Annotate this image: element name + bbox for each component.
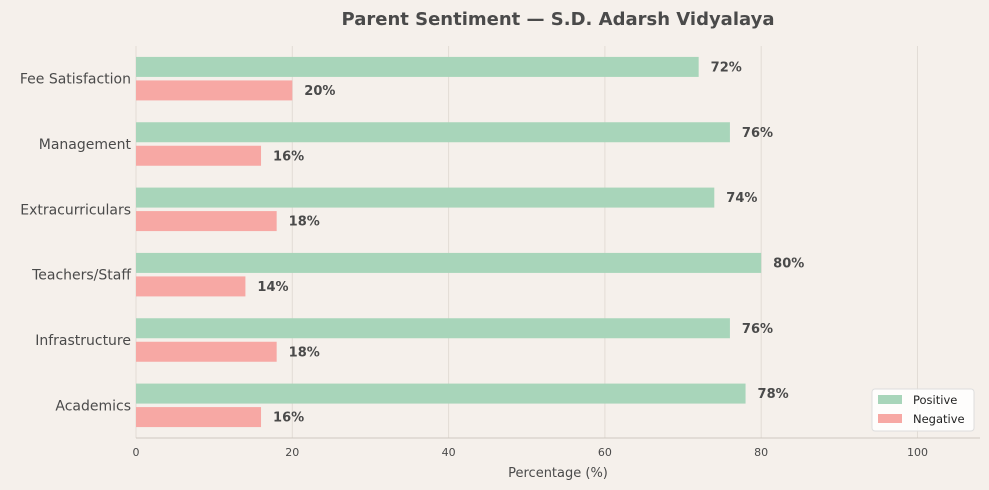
positive-bar bbox=[136, 383, 746, 404]
category-labels: Fee Satisfaction Management Extracurricula… bbox=[20, 72, 132, 415]
negative-legend-label: Negative bbox=[913, 412, 965, 426]
category-label: Management bbox=[39, 137, 132, 153]
x-tick-label: 40 bbox=[442, 446, 456, 459]
negative-bar bbox=[136, 211, 277, 232]
positive-bar bbox=[136, 187, 715, 208]
positive-bar bbox=[136, 122, 730, 143]
negative-bar bbox=[136, 341, 277, 362]
positive-legend-swatch bbox=[878, 395, 902, 404]
negative-bar bbox=[136, 145, 262, 166]
x-tick-label: 0 bbox=[133, 446, 140, 459]
data-labels: 72% 20% 76% 16% 74% 18% 80% 14% 76% 18% 78% 16% bbox=[257, 60, 804, 425]
negative-value-label: 14% bbox=[257, 280, 288, 295]
positive-value-label: 74% bbox=[726, 191, 757, 206]
negative-bar bbox=[136, 276, 246, 297]
x-tick-label: 80 bbox=[754, 446, 768, 459]
legend: Positive Negative bbox=[871, 388, 975, 432]
category-label: Extracurriculars bbox=[20, 202, 131, 218]
positive-bar bbox=[136, 318, 730, 339]
positive-value-label: 80% bbox=[773, 256, 804, 271]
positive-legend-label: Positive bbox=[913, 393, 957, 407]
category-label: Fee Satisfaction bbox=[20, 72, 131, 88]
negative-bar bbox=[136, 80, 293, 101]
category-label: Infrastructure bbox=[35, 333, 131, 349]
negative-legend-swatch bbox=[878, 414, 902, 423]
positive-bar bbox=[136, 56, 699, 77]
x-axis-label: Percentage (%) bbox=[508, 466, 608, 481]
negative-bar bbox=[136, 407, 262, 428]
category-label: Teachers/Staff bbox=[31, 268, 131, 284]
x-tick-labels: 0 20 40 60 80 100 bbox=[133, 446, 928, 459]
x-tick-label: 100 bbox=[907, 446, 928, 459]
positive-bar bbox=[136, 252, 762, 273]
x-tick-label: 60 bbox=[598, 446, 612, 459]
category-label: Academics bbox=[55, 398, 131, 414]
negative-value-label: 18% bbox=[289, 215, 320, 230]
negative-value-label: 18% bbox=[289, 345, 320, 360]
negative-value-label: 20% bbox=[304, 84, 335, 99]
bars bbox=[136, 56, 762, 428]
positive-value-label: 72% bbox=[711, 60, 742, 75]
negative-value-label: 16% bbox=[273, 411, 304, 426]
positive-value-label: 78% bbox=[758, 387, 789, 402]
negative-value-label: 16% bbox=[273, 149, 304, 164]
positive-value-label: 76% bbox=[742, 126, 773, 141]
x-tick-label: 20 bbox=[285, 446, 299, 459]
chart-title: Parent Sentiment — S.D. Adarsh Vidyalaya bbox=[342, 9, 775, 30]
grid-lines bbox=[135, 46, 918, 438]
positive-value-label: 76% bbox=[742, 322, 773, 337]
